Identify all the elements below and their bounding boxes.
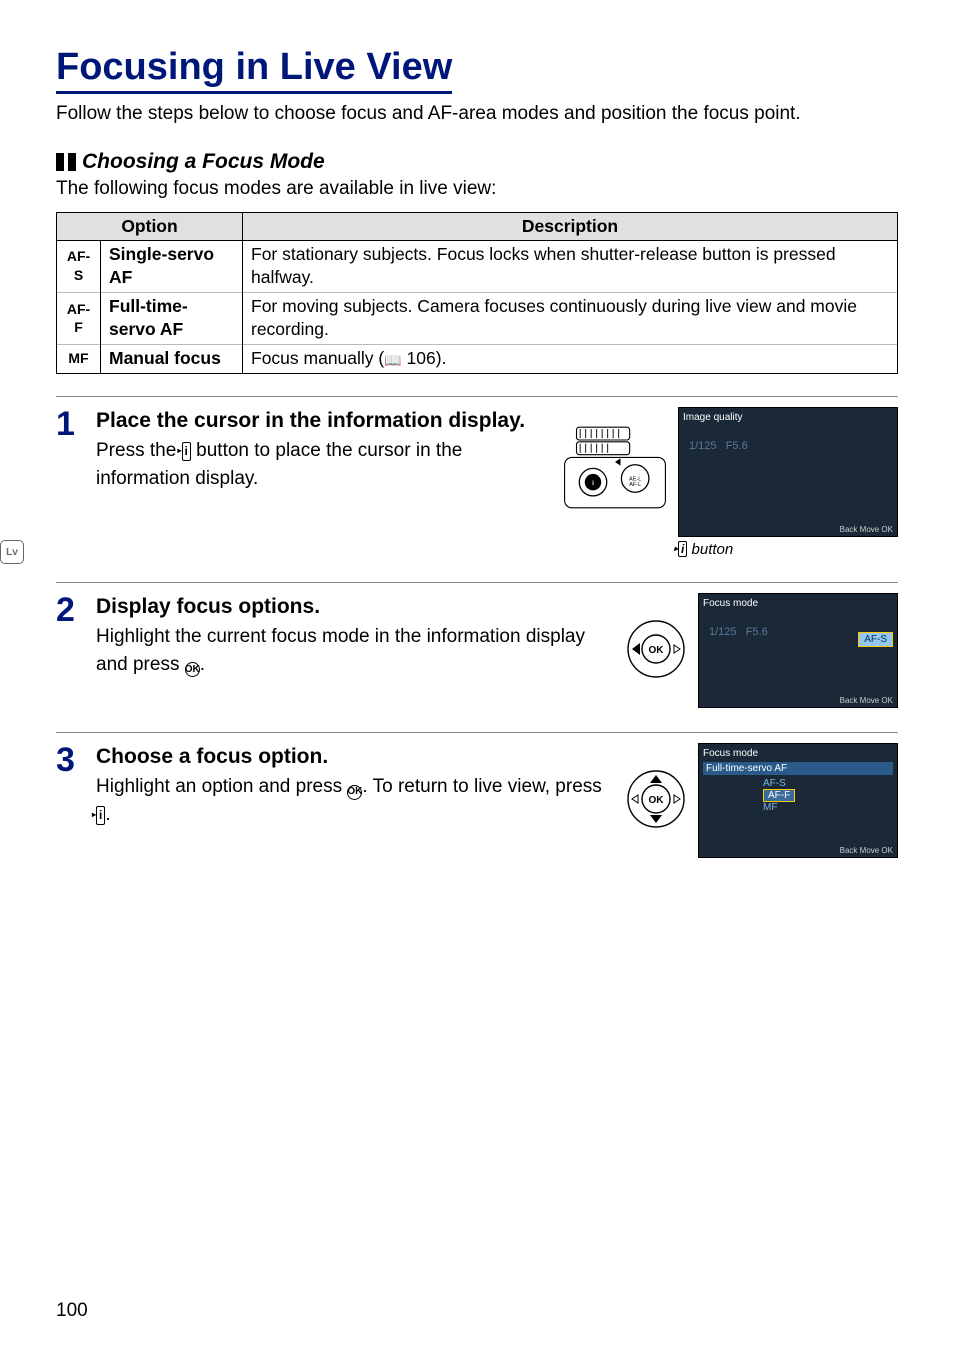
camera-screen-preview: Image quality1/125 F5.6Back Move OK <box>678 407 898 537</box>
ok-button-icon: OK <box>347 785 362 800</box>
step-illustration: OK Focus modeFull-time-servo AF AF-SAF-FM… <box>626 743 898 858</box>
table-header-option: Option <box>57 212 243 240</box>
table-row: AF-FFull-time-servo AFFor moving subject… <box>57 292 898 344</box>
screen-footer: Back Move OK <box>840 846 893 855</box>
screen-title: Focus mode <box>703 748 893 762</box>
mode-code: AF-S <box>57 240 101 292</box>
info-button-icon: i <box>182 442 191 461</box>
intro-text: Follow the steps below to choose focus a… <box>56 100 898 128</box>
step-title: Display focus options. <box>96 593 606 621</box>
step-description: Highlight an option and press OK. To ret… <box>96 773 606 828</box>
mode-name: Single-servo AF <box>101 240 243 292</box>
live-view-margin-icon: Lv <box>0 540 24 564</box>
step-title: Choose a focus option. <box>96 743 606 771</box>
step-number: 1 <box>56 407 82 558</box>
subheading-desc: The following focus modes are available … <box>56 178 898 200</box>
info-button-icon: i <box>96 806 105 825</box>
ok-button-icon: OK <box>185 662 200 677</box>
screen-list-item: AF-F <box>763 789 795 802</box>
focus-modes-table: Option Description AF-SSingle-servo AFFo… <box>56 212 898 374</box>
mode-description: Focus manually (📖 106). <box>243 345 898 374</box>
svg-text:OK: OK <box>649 795 665 806</box>
step: 3 Choose a focus option.Highlight an opti… <box>56 732 898 858</box>
mode-name: Manual focus <box>101 345 243 374</box>
step-number: 3 <box>56 743 82 858</box>
step-illustration: i AE-L AF-L Image quality1/125 F5.6Back … <box>560 407 898 558</box>
subheading-text: Choosing a Focus Mode <box>82 150 325 174</box>
step-title: Place the cursor in the information disp… <box>96 407 540 435</box>
screen-list-item: AF-S <box>763 778 893 789</box>
step-description: Highlight the current focus mode in the … <box>96 623 606 678</box>
screen-list-item: MF <box>763 802 893 813</box>
mode-description: For moving subjects. Camera focuses cont… <box>243 292 898 344</box>
screen-footer: Back Move OK <box>840 696 893 705</box>
screen-footer: Back Move OK <box>840 525 893 534</box>
subheading-bars-icon <box>56 153 76 171</box>
mode-code: AF-F <box>57 292 101 344</box>
camera-screen-preview: Focus mode1/125 F5.6AF-SBack Move OK <box>698 593 898 708</box>
mode-name: Full-time-servo AF <box>101 292 243 344</box>
svg-text:OK: OK <box>649 645 665 656</box>
step-description: Press the i button to place the cursor i… <box>96 437 540 492</box>
step-illustration: OK Focus mode1/125 F5.6AF-SBack Move OK <box>626 593 898 708</box>
multi-selector-icon: OK <box>626 619 686 679</box>
svg-text:i: i <box>592 480 594 487</box>
svg-text:AF-L: AF-L <box>629 482 641 488</box>
subheading: Choosing a Focus Mode <box>56 150 898 174</box>
page-number: 100 <box>56 1300 88 1322</box>
table-header-description: Description <box>243 212 898 240</box>
camera-screen-preview: Focus modeFull-time-servo AF AF-SAF-FMF Ba… <box>698 743 898 858</box>
screen-title: Image quality <box>683 412 893 426</box>
screen-title: Focus mode <box>703 598 893 612</box>
page-title: Focusing in Live View <box>56 46 452 94</box>
screen-highlight: AF-S <box>858 632 893 647</box>
step: 2 Display focus options.Highlight the cur… <box>56 582 898 708</box>
illustration-caption: i button <box>678 541 898 558</box>
mode-code: MF <box>57 345 101 374</box>
page-reference-icon: 📖 <box>384 351 401 370</box>
table-row: AF-SSingle-servo AFFor stationary subjec… <box>57 240 898 292</box>
table-row: MFManual focusFocus manually (📖 106). <box>57 345 898 374</box>
screen-subtitle: Full-time-servo AF <box>703 762 893 775</box>
step-number: 2 <box>56 593 82 708</box>
info-button-icon: i <box>678 541 687 557</box>
camera-diagram: i AE-L AF-L <box>560 407 670 517</box>
mode-description: For stationary subjects. Focus locks whe… <box>243 240 898 292</box>
multi-selector-icon: OK <box>626 769 686 829</box>
step: 1 Place the cursor in the information dis… <box>56 396 898 558</box>
